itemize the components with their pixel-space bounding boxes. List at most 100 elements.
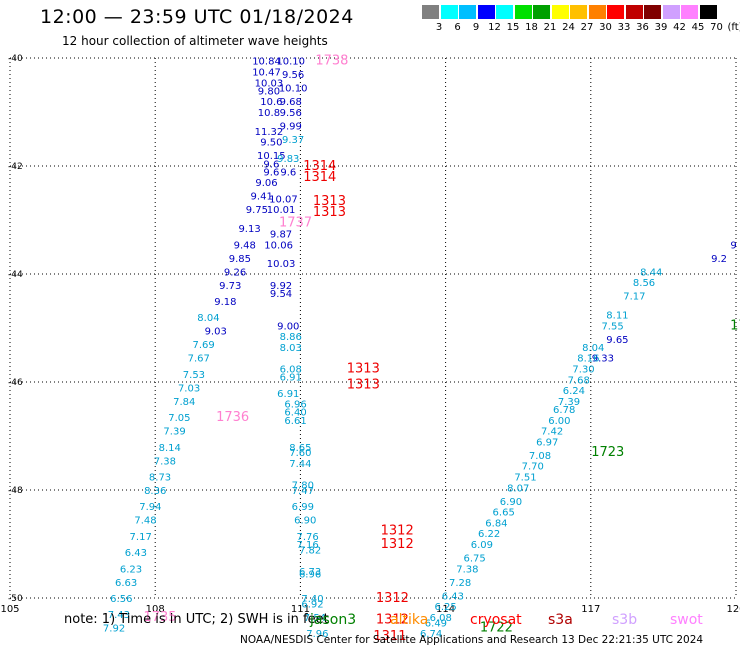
data-point-label: 9.6: [280, 167, 296, 178]
data-point-label: 6.00: [548, 416, 570, 427]
chart-subtitle: 12 hour collection of altimeter wave hei…: [62, 34, 328, 48]
data-point-label: 8.04: [582, 343, 604, 354]
data-point-label: 6.43: [442, 591, 464, 602]
data-point-label: 9.99: [280, 122, 302, 133]
data-point-label: 9.73: [219, 281, 241, 292]
data-point-label: 6.90: [500, 497, 522, 508]
data-point-label: 8.14: [159, 443, 181, 454]
data-point-label: 6.97: [536, 437, 558, 448]
legend-label: 27: [580, 22, 594, 33]
data-point-label: 6.96: [299, 570, 321, 581]
data-point-label: 7.76: [297, 532, 319, 543]
data-point-label: 1738: [315, 54, 348, 69]
satellite-altika: altika: [390, 612, 429, 628]
data-point-label: 9.87: [270, 230, 292, 241]
data-point-label: 9.00: [277, 321, 299, 332]
legend-label: 24: [562, 22, 575, 33]
satellite-s3a: s3a: [548, 612, 573, 628]
legend-label: 70: [710, 22, 723, 33]
data-point-label: 7.84: [173, 397, 195, 408]
data-point-label: 6.99: [292, 502, 314, 513]
data-point-label: 6.40: [284, 408, 306, 419]
data-point-label: 1312: [381, 524, 414, 539]
data-point-label: 6.09: [471, 540, 493, 551]
data-point-label: 1313: [347, 362, 380, 377]
data-point-label: 7.17: [130, 532, 152, 543]
legend-swatch: [440, 5, 458, 19]
data-point-label: 7.38: [456, 564, 478, 575]
data-point-label: 10.6: [260, 97, 282, 108]
data-point-label: 1313: [313, 205, 346, 220]
data-point-label: 10.07: [269, 194, 298, 205]
legend-swatch: [662, 5, 680, 19]
x-tick-label: 114: [436, 604, 455, 615]
data-point-label: 7.92: [103, 624, 125, 635]
legend-swatch: [422, 5, 439, 19]
satellite-swot: swot: [670, 612, 703, 628]
footer-credit: NOAA/NESDIS Center for Satellite Applica…: [240, 634, 704, 646]
data-point-label: 6.65: [493, 508, 515, 519]
data-point-label: 10.03: [267, 259, 296, 270]
data-point-label: 1723: [591, 445, 624, 460]
y-tick-label: -40: [8, 54, 23, 64]
data-point-label: 10.15: [257, 151, 286, 162]
data-point-label: 10.10: [279, 84, 308, 95]
legend-swatch: [699, 5, 717, 19]
data-point-label: 7.51: [514, 473, 536, 484]
data-point-label: 9.33: [592, 354, 614, 365]
legend-swatch: [625, 5, 643, 19]
data-point-label: 6.24: [563, 386, 585, 397]
data-point-label: 6.49: [425, 618, 447, 629]
data-point-label: 7.67: [188, 354, 210, 365]
data-point-label: 7.39: [163, 427, 185, 438]
data-point-label: 6.43: [125, 548, 147, 559]
data-point-label: 9.56: [282, 70, 304, 81]
x-tick-label: 105: [0, 604, 19, 615]
satellite-cryosat: cryosat: [470, 612, 522, 628]
y-tick-label: -42: [8, 162, 23, 172]
data-point-label: 17: [730, 318, 740, 333]
data-point-label: 6.75: [464, 554, 486, 565]
data-point-label: 7.54: [304, 613, 326, 624]
data-point-label: 6.91: [280, 373, 302, 384]
legend-label: 15: [506, 22, 520, 33]
data-point-label: 10.03: [255, 78, 284, 89]
data-point-label: 9.65: [606, 335, 628, 346]
data-point-label: 7.43: [108, 610, 130, 621]
data-point-label: 9.54: [270, 289, 292, 300]
satellite-s3b: s3b: [612, 612, 638, 628]
data-point-label: 6.08: [430, 613, 452, 624]
data-point-label: 9.03: [205, 327, 227, 338]
legend-swatch: [533, 5, 550, 19]
data-point-label: 9.83: [277, 154, 299, 165]
data-point-label: 8.16: [577, 354, 599, 365]
data-point-label: 7.40: [301, 594, 323, 605]
data-point-label: 6.25: [434, 602, 456, 613]
data-point-label: 7.48: [134, 516, 156, 527]
legend-label: 12: [488, 22, 501, 33]
x-tick-label: 120: [726, 604, 740, 615]
data-point-label: 9.75: [246, 205, 268, 216]
data-point-label: 7.30: [572, 365, 594, 376]
data-point-label: 10.01: [267, 205, 296, 216]
data-point-label: 8.56: [633, 278, 655, 289]
y-tick-label: -48: [8, 486, 23, 496]
data-point-label: 7.38: [154, 456, 176, 467]
data-point-label: 1312: [381, 537, 414, 552]
data-point-label: 7.96: [306, 629, 328, 640]
data-point-label: 6.61: [284, 416, 306, 427]
legend-swatch: [607, 5, 624, 19]
data-point-label: 7.55: [601, 321, 623, 332]
data-point-label: 10.84: [252, 57, 281, 68]
data-point-label: 8.04: [197, 313, 219, 324]
data-point-label: 7.47: [292, 486, 314, 497]
legend-label: 33: [617, 22, 631, 33]
legend-swatch: [681, 5, 698, 19]
data-point-label: 1313: [313, 194, 346, 209]
data-point-label: 10.8: [258, 108, 280, 119]
y-tick-label: -46: [8, 378, 23, 388]
legend-label: 42: [673, 22, 686, 33]
data-point-label: 9.2: [711, 254, 727, 265]
data-point-label: 6.96: [284, 400, 306, 411]
data-point-label: 8.73: [149, 473, 171, 484]
